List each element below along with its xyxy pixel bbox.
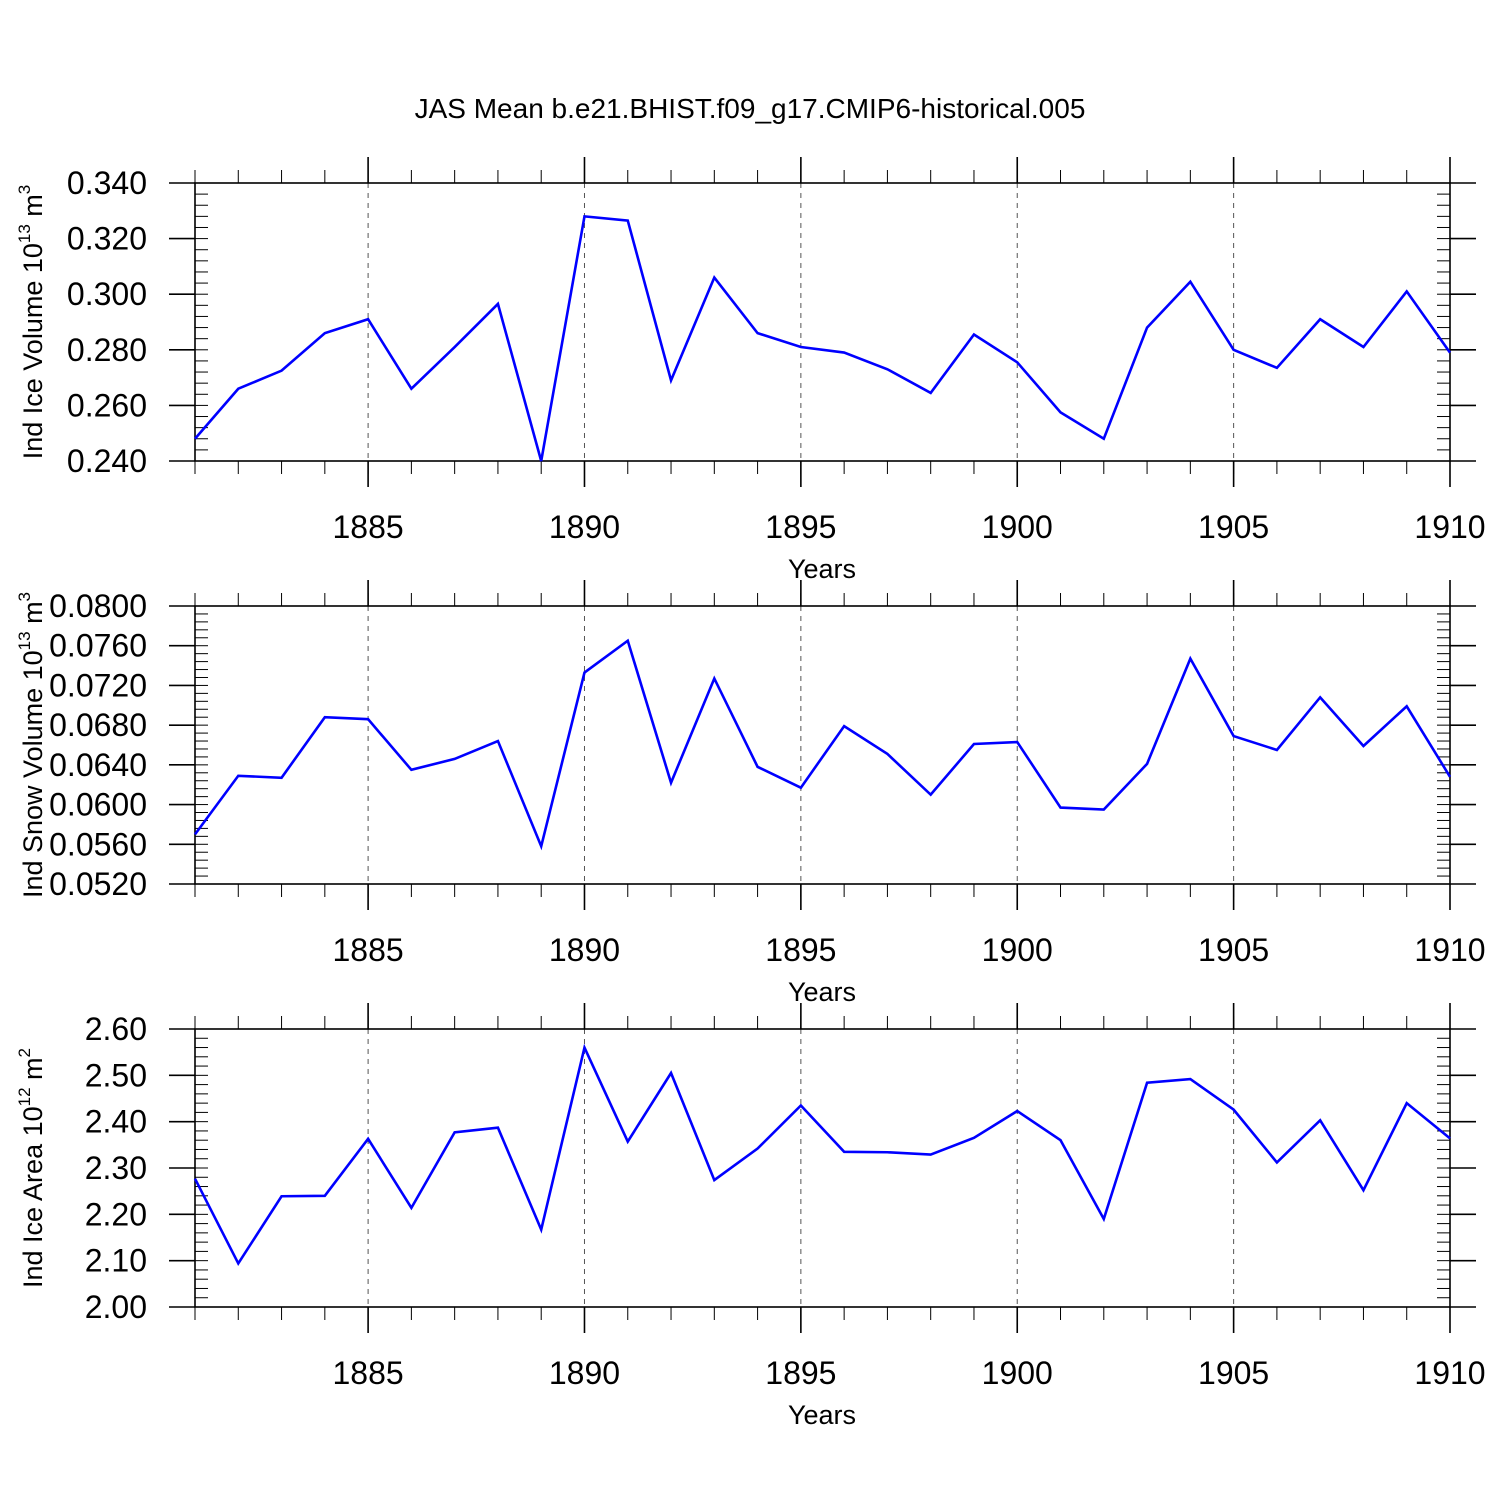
- y-tick-label: 0.0600: [49, 787, 147, 823]
- y-tick-label: 0.260: [67, 387, 147, 423]
- x-tick-label: 1885: [333, 1355, 404, 1391]
- y-tick-label: 0.300: [67, 276, 147, 312]
- y-axis-label-exponent: 12: [15, 1087, 34, 1106]
- plot-frame: [194, 182, 1451, 462]
- y-tick-label: 0.0520: [49, 866, 147, 902]
- y-tick-label: 0.0760: [49, 628, 147, 664]
- y-tick-label: 2.00: [85, 1289, 147, 1325]
- chart-panels: 0.240 0.260 0.280 0.300 0.320 0.340 1885 1890 18…: [15, 157, 1486, 1430]
- chart-panel-3: 2.00 2.10 2.20 2.30 2.40 2.50 2.60 1885 1890 1895…: [15, 1003, 1486, 1430]
- y-axis-label-text: Ind Ice Volume 10: [18, 243, 48, 459]
- plot-frame: [194, 1028, 1451, 1308]
- y-tick-label: 0.240: [67, 443, 147, 479]
- series-line: [193, 1043, 1451, 1267]
- y-axis-label-exponent: 13: [15, 631, 34, 650]
- y-tick-label: 2.60: [85, 1011, 147, 1047]
- y-tick-label: 0.320: [67, 221, 147, 257]
- x-tick-label: 1890: [549, 509, 620, 545]
- y-axis-label: Ind Ice Volume 1013 m3: [15, 185, 48, 460]
- y-tick-label: 2.40: [85, 1104, 147, 1140]
- y-axis-label: Ind Snow Volume 1013 m3: [15, 592, 48, 898]
- x-tick-label: 1900: [982, 932, 1053, 968]
- x-axis-label: Years: [788, 1400, 856, 1430]
- y-axis-label-text: Ind Ice Area 10: [18, 1106, 48, 1288]
- y-tick-label: 0.0560: [49, 826, 147, 862]
- x-axis-label: Years: [788, 554, 856, 584]
- y-axis-label-unit: m: [18, 194, 48, 224]
- x-tick-label: 1890: [549, 1355, 620, 1391]
- y-tick-label: 2.20: [85, 1196, 147, 1232]
- y-tick-label: 0.0640: [49, 747, 147, 783]
- series-line: [193, 638, 1452, 851]
- x-tick-label: 1885: [333, 509, 404, 545]
- x-tick-label: 1900: [982, 1355, 1053, 1391]
- chart-title: JAS Mean b.e21.BHIST.f09_g17.CMIP6-histo…: [415, 93, 1086, 124]
- y-tick-label: 0.340: [67, 165, 147, 201]
- y-axis-label-unit: m: [18, 601, 48, 631]
- y-tick-label: 2.50: [85, 1057, 147, 1093]
- chart-panel-1: 0.240 0.260 0.280 0.300 0.320 0.340 1885 1890 18…: [15, 157, 1486, 584]
- y-axis-label-unit-exponent: 3: [15, 592, 34, 601]
- y-tick-label: 0.0800: [49, 588, 147, 624]
- x-tick-label: 1905: [1198, 509, 1269, 545]
- y-axis-label-exponent: 13: [15, 224, 34, 243]
- plot-frame: [194, 605, 1451, 885]
- x-tick-label: 1905: [1198, 1355, 1269, 1391]
- y-axis-label-unit-exponent: 2: [15, 1048, 34, 1057]
- x-tick-label: 1895: [765, 509, 836, 545]
- x-tick-label: 1900: [982, 509, 1053, 545]
- y-axis-label-unit-exponent: 3: [15, 185, 34, 194]
- y-axis-label-unit: m: [18, 1057, 48, 1087]
- y-axis-label: Ind Ice Area 1012 m2: [15, 1048, 48, 1288]
- x-tick-label: 1910: [1414, 932, 1485, 968]
- y-tick-label: 0.0680: [49, 707, 147, 743]
- x-tick-label: 1885: [333, 932, 404, 968]
- y-tick-label: 0.0720: [49, 667, 147, 703]
- series-line: [194, 214, 1452, 462]
- x-tick-label: 1905: [1198, 932, 1269, 968]
- x-tick-label: 1910: [1414, 509, 1485, 545]
- y-tick-label: 0.280: [67, 332, 147, 368]
- x-tick-label: 1910: [1414, 1355, 1485, 1391]
- y-tick-label: 2.30: [85, 1150, 147, 1186]
- x-tick-label: 1890: [549, 932, 620, 968]
- x-tick-label: 1895: [765, 932, 836, 968]
- x-axis-label: Years: [788, 977, 856, 1007]
- y-axis-label-text: Ind Snow Volume 10: [18, 650, 48, 898]
- y-tick-label: 2.10: [85, 1243, 147, 1279]
- x-tick-label: 1895: [765, 1355, 836, 1391]
